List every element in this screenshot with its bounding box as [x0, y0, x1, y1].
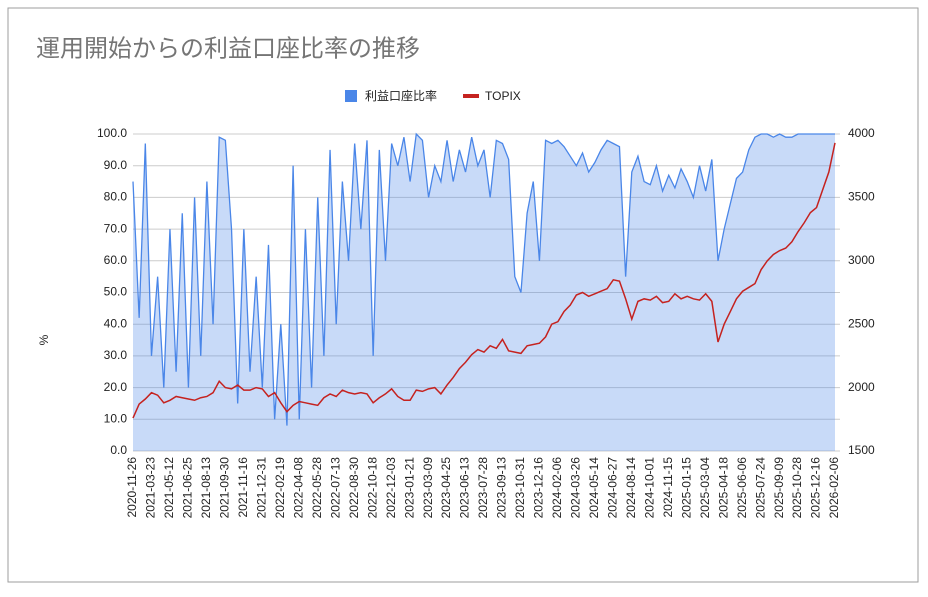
y-tick-label: 50.0: [104, 285, 128, 299]
x-tick-label: 2022-08-30: [347, 457, 361, 519]
x-tick-label: 2022-12-03: [384, 457, 398, 519]
y-tick-label: 100.0: [97, 126, 127, 140]
line: [132, 142, 836, 419]
x-tick-label: 2021-06-25: [181, 457, 195, 519]
y-tick-label: 30.0: [104, 348, 128, 362]
y-tick-label: 90.0: [104, 158, 128, 172]
x-tick-label: 2020-11-26: [125, 457, 139, 518]
x-tick-label: 2023-04-25: [439, 457, 453, 519]
y2-tick-label: 4000: [848, 126, 875, 140]
chart-frame: [7, 7, 919, 583]
x-tick-label: 2023-03-09: [421, 457, 435, 519]
x-tick-label: 2021-09-30: [218, 457, 232, 519]
y2-tick-label: 3000: [848, 253, 875, 267]
x-tick-label: 2024-06-27: [605, 457, 619, 519]
y-tick-label: 0.0: [110, 443, 127, 457]
y-tick-label: 80.0: [104, 190, 128, 204]
y2-tick-label: 2000: [848, 380, 875, 394]
x-tick-label: 2024-08-14: [624, 457, 638, 519]
y-axis-label: %: [37, 334, 51, 345]
legend-swatch: [345, 90, 357, 102]
x-tick-label: 2024-11-15: [661, 457, 675, 518]
chart-title: 運用開始からの利益口座比率の推移: [36, 35, 420, 62]
area-fill: [133, 134, 835, 451]
legend-swatch: [463, 94, 480, 98]
y-tick-label: 60.0: [104, 253, 128, 267]
x-tick-label: 2025-01-15: [679, 457, 693, 519]
x-tick-label: 2021-12-31: [254, 457, 268, 519]
area-line: [132, 132, 835, 426]
x-tick-label: 2022-07-13: [328, 457, 342, 519]
x-tick-label: 2024-02-06: [550, 457, 564, 519]
x-tick-label: 2023-07-28: [476, 457, 490, 519]
x-tick-label: 2026-02-06: [827, 457, 841, 519]
x-tick-label: 2025-07-24: [753, 457, 767, 519]
x-tick-label: 2025-10-28: [790, 457, 804, 519]
y-tick-label: 10.0: [104, 411, 128, 425]
x-tick-label: 2023-12-16: [532, 457, 546, 519]
x-tick-label: 2021-11-16: [236, 457, 250, 518]
x-tick-label: 2025-09-09: [772, 457, 786, 519]
x-tick-label: 2023-06-13: [458, 457, 472, 519]
x-tick-label: 2021-08-13: [199, 457, 213, 519]
x-tick-label: 2022-04-08: [291, 457, 305, 519]
x-tick-label: 2022-10-18: [365, 457, 379, 519]
legend: 利益口座比率 TOPIX: [345, 88, 521, 103]
x-tick-label: 2023-01-21: [402, 457, 416, 519]
x-tick-label: 2023-09-13: [495, 457, 509, 519]
x-tick-label: 2024-03-26: [569, 457, 583, 519]
x-tick-label: 2022-02-19: [273, 457, 287, 519]
y2-tick-label: 2500: [848, 316, 875, 330]
y2-tick-label: 1500: [848, 443, 875, 457]
x-tick-label: 2022-05-28: [310, 457, 324, 519]
x-tick-label: 2021-05-12: [162, 457, 176, 519]
y-tick-label: 20.0: [104, 380, 128, 394]
x-tick-label: 2024-10-01: [642, 457, 656, 519]
legend-label: TOPIX: [485, 89, 521, 103]
x-tick-label: 2025-06-06: [735, 457, 749, 519]
x-tick-label: 2025-12-16: [809, 457, 823, 519]
y2-tick-label: 3500: [848, 190, 875, 204]
x-tick-label: 2021-03-23: [144, 457, 158, 519]
x-tick-label: 2025-03-04: [698, 457, 712, 519]
y-tick-label: 40.0: [104, 316, 128, 330]
legend-label: 利益口座比率: [365, 88, 437, 103]
y-tick-label: 70.0: [104, 221, 128, 235]
x-tick-label: 2023-10-31: [513, 457, 527, 519]
x-tick-label: 2025-04-18: [716, 457, 730, 519]
x-tick-label: 2024-05-14: [587, 457, 601, 519]
